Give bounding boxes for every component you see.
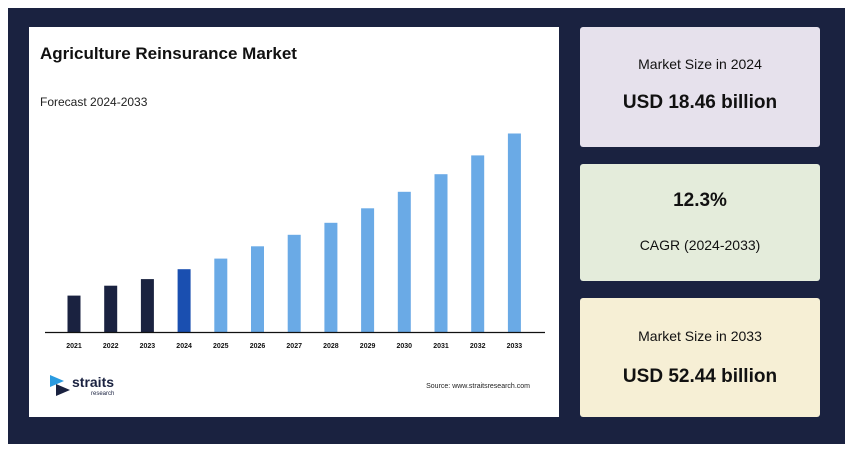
x-tick-label-2032: 2032 bbox=[470, 343, 486, 350]
market-size-2024-label: Market Size in 2024 bbox=[638, 56, 762, 72]
chart-title: Agriculture Reinsurance Market bbox=[40, 44, 297, 63]
x-tick-label-2024: 2024 bbox=[176, 343, 192, 350]
straits-logo-icon bbox=[50, 375, 70, 396]
x-tick-label-2022: 2022 bbox=[103, 343, 119, 350]
bar-2022 bbox=[104, 285, 118, 332]
source-note: Source: www.straitsresearch.com bbox=[426, 383, 530, 390]
chart-subtitle: Forecast 2024-2033 bbox=[40, 95, 148, 109]
bar-2025 bbox=[214, 258, 228, 332]
cagr-card: 12.3% CAGR (2024-2033) bbox=[580, 164, 820, 281]
market-size-2033-value: USD 52.44 billion bbox=[622, 366, 778, 387]
bar-2030 bbox=[397, 191, 411, 332]
x-tick-label-2029: 2029 bbox=[360, 343, 376, 350]
x-tick-label-2028: 2028 bbox=[323, 343, 339, 350]
bar-2021 bbox=[67, 295, 81, 332]
bar-2023 bbox=[140, 279, 154, 332]
bar-2033 bbox=[507, 133, 521, 332]
market-size-2033-card: Market Size in 2033 USD 52.44 billion bbox=[580, 298, 820, 417]
logo-wordmark: straits bbox=[72, 374, 115, 390]
x-tick-label-2023: 2023 bbox=[140, 343, 156, 350]
x-tick-label-2031: 2031 bbox=[433, 343, 449, 350]
cagr-value: 12.3% bbox=[673, 190, 727, 211]
market-size-2033-label: Market Size in 2033 bbox=[638, 328, 762, 344]
bar-2028 bbox=[324, 222, 338, 332]
logo-subtext: research bbox=[91, 391, 115, 397]
cagr-label: CAGR (2024-2033) bbox=[639, 237, 761, 253]
straits-logo: straits research bbox=[50, 372, 130, 402]
bar-2026 bbox=[251, 246, 264, 332]
chart-panel: Agriculture Reinsurance Market Forecast … bbox=[29, 27, 559, 417]
bar-2029 bbox=[361, 208, 375, 332]
x-tick-label-2027: 2027 bbox=[286, 343, 302, 350]
bar-2031 bbox=[434, 174, 448, 332]
x-tick-label-2026: 2026 bbox=[250, 343, 266, 350]
bar-2024 bbox=[177, 269, 191, 332]
bar-2032 bbox=[471, 155, 485, 332]
x-tick-label-2033: 2033 bbox=[507, 343, 523, 350]
market-size-2024-card: Market Size in 2024 USD 18.46 billion bbox=[580, 27, 820, 147]
x-tick-label-2025: 2025 bbox=[213, 343, 229, 350]
bar-chart: 2021 2022 2023 2024 2025 2026 2027 2028 2029 2030… bbox=[45, 133, 545, 350]
bar-2027 bbox=[287, 234, 301, 332]
x-tick-label-2021: 2021 bbox=[66, 343, 82, 350]
market-size-2024-value: USD 18.46 billion bbox=[622, 92, 778, 113]
x-tick-label-2030: 2030 bbox=[397, 343, 413, 350]
